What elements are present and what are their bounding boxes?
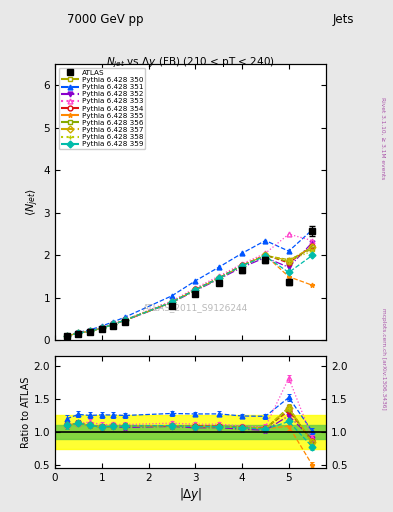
Title: $N_{jet}$ vs $\Delta y$ (FB) (210 < pT < 240): $N_{jet}$ vs $\Delta y$ (FB) (210 < pT <… <box>106 56 275 70</box>
Text: Rivet 3.1.10, ≥ 3.1M events: Rivet 3.1.10, ≥ 3.1M events <box>381 97 386 179</box>
Bar <box>55 415 326 449</box>
Text: ATLAS_2011_S9126244: ATLAS_2011_S9126244 <box>143 303 249 312</box>
Y-axis label: $\langle N_{jet}\rangle$: $\langle N_{jet}\rangle$ <box>24 188 41 217</box>
Text: Jets: Jets <box>332 13 354 26</box>
Text: mcplots.cern.ch [arXiv:1306.3436]: mcplots.cern.ch [arXiv:1306.3436] <box>381 308 386 409</box>
Bar <box>55 425 326 439</box>
Text: 7000 GeV pp: 7000 GeV pp <box>67 13 143 26</box>
Legend: ATLAS, Pythia 6.428 350, Pythia 6.428 351, Pythia 6.428 352, Pythia 6.428 353, P: ATLAS, Pythia 6.428 350, Pythia 6.428 35… <box>59 68 145 150</box>
Y-axis label: Ratio to ATLAS: Ratio to ATLAS <box>21 376 31 448</box>
X-axis label: $|\Delta y|$: $|\Delta y|$ <box>179 486 202 503</box>
